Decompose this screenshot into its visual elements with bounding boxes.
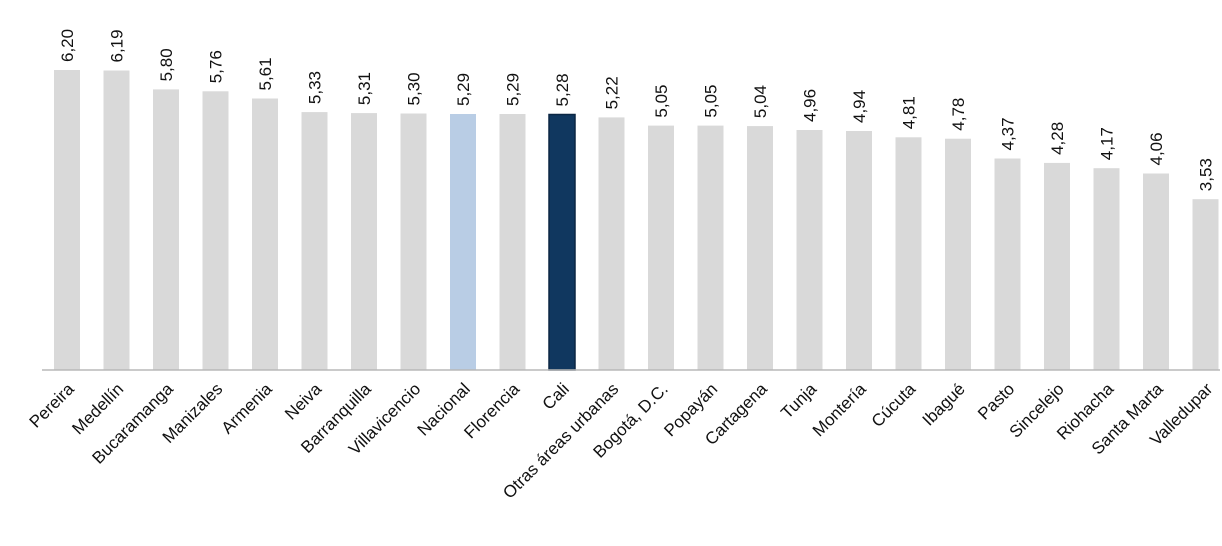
bar-cartagena xyxy=(747,126,773,370)
bar-sincelejo xyxy=(1044,162,1070,370)
value-label-neiva: 5,33 xyxy=(306,71,325,104)
bar-medellin xyxy=(103,70,130,370)
bar-bucaramanga xyxy=(153,89,179,371)
bar-armenia xyxy=(252,98,278,370)
bars-group xyxy=(54,70,1219,371)
value-label-villavicencio: 5,30 xyxy=(405,72,424,105)
value-label-barranquilla: 5,31 xyxy=(355,72,374,105)
bar-bogota-d-c xyxy=(648,125,674,370)
value-label-pereira: 6,20 xyxy=(58,29,77,62)
value-labels-group: 6,20 6,19 5,80 5,76 5,61 5,33 5,31 5,30 5,29 5,29… xyxy=(58,29,1216,191)
value-label-otras-areas-urbanas: 5,22 xyxy=(603,76,622,109)
bar-santa-marta xyxy=(1143,173,1169,370)
value-label-valledupar: 3,53 xyxy=(1197,158,1216,191)
value-label-bucaramanga: 5,80 xyxy=(157,48,176,81)
value-label-medellin: 6,19 xyxy=(108,29,127,62)
category-label-cucuta: Cúcuta xyxy=(868,379,920,431)
value-label-manizales: 5,76 xyxy=(207,50,226,83)
bar-ibague xyxy=(945,138,971,370)
bar-barranquilla xyxy=(351,113,377,370)
category-label-cali: Cali xyxy=(539,379,573,413)
value-label-monteria: 4,94 xyxy=(850,90,869,123)
bar-otras-areas-urbanas xyxy=(598,117,625,371)
value-label-riohacha: 4,17 xyxy=(1098,127,1117,160)
category-label-pasto: Pasto xyxy=(974,379,1018,423)
bar-pasto xyxy=(994,158,1021,370)
value-label-cucuta: 4,81 xyxy=(900,96,919,129)
value-label-pasto: 4,37 xyxy=(999,117,1018,150)
bar-neiva xyxy=(301,112,328,370)
bar-villavicencio xyxy=(400,113,427,370)
bar-nacional xyxy=(450,114,476,370)
bar-valledupar xyxy=(1192,199,1219,370)
value-label-santa-marta: 4,06 xyxy=(1147,132,1166,165)
category-label-armenia: Armenia xyxy=(218,379,277,438)
value-label-ibague: 4,78 xyxy=(949,98,968,131)
value-label-bogota-d-c: 5,05 xyxy=(652,85,671,118)
bar-tunja xyxy=(796,130,823,370)
value-label-popayan: 5,05 xyxy=(702,85,721,118)
bar-riohacha xyxy=(1093,168,1120,370)
category-label-monteria: Montería xyxy=(809,379,870,440)
bar-popayan xyxy=(697,125,724,370)
category-label-neiva: Neiva xyxy=(281,379,326,424)
bar-florencia xyxy=(499,114,526,370)
value-label-cali: 5,28 xyxy=(553,73,572,106)
value-label-sincelejo: 4,28 xyxy=(1048,122,1067,155)
bar-manizales xyxy=(202,91,229,371)
value-label-florencia: 5,29 xyxy=(504,73,523,106)
value-label-nacional: 5,29 xyxy=(454,73,473,106)
bar-pereira xyxy=(54,70,80,370)
bar-monteria xyxy=(846,131,872,370)
value-label-cartagena: 5,04 xyxy=(751,85,770,118)
category-label-ibague: Ibagué xyxy=(919,379,969,429)
category-labels-group: PereiraMedellínBucaramangaManizalesArmen… xyxy=(26,379,1217,502)
category-label-florencia: Florencia xyxy=(460,379,523,442)
bar-cucuta xyxy=(895,137,922,370)
category-label-tunja: Tunja xyxy=(777,379,820,422)
value-label-tunja: 4,96 xyxy=(801,89,820,122)
bar-cali xyxy=(548,113,576,371)
value-label-armenia: 5,61 xyxy=(256,57,275,90)
